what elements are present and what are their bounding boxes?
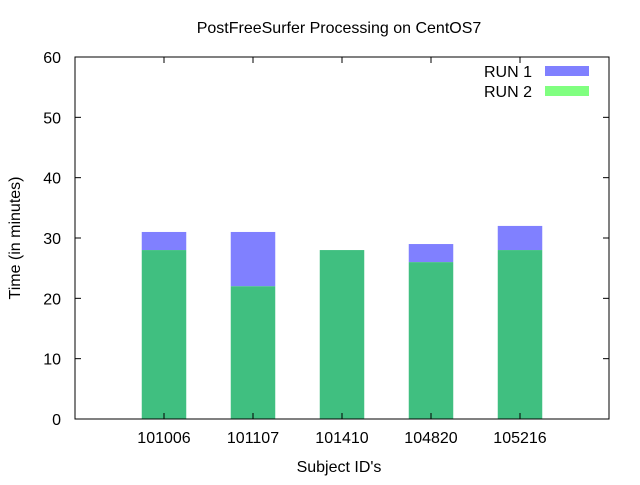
bar-run1-104820	[408, 244, 454, 263]
x-tick-label-101107: 101107	[227, 430, 279, 447]
axis-layer: 101006 101107 101410 104820 105216 0 10 20 30 40 5…	[43, 50, 609, 447]
y-tick-label-0: 0	[52, 412, 61, 429]
legend-swatch-2	[545, 86, 589, 96]
bar-run1-101107	[230, 231, 276, 287]
y-tick-label-40: 40	[43, 171, 61, 188]
y-tick-label-50: 50	[43, 110, 61, 127]
y-tick-label-30: 30	[43, 231, 61, 248]
bar-overlap-105216	[497, 250, 543, 419]
bar-run1-101006	[141, 231, 187, 251]
y-tick-label-20: 20	[43, 291, 61, 308]
legend-label-1: RUN 1	[484, 64, 532, 81]
legend: RUN 1 RUN 2	[484, 64, 589, 101]
bar-run1-105216	[497, 225, 543, 251]
legend-label-2: RUN 2	[484, 84, 532, 101]
x-axis-label: Subject ID's	[297, 459, 382, 476]
chart-title: PostFreeSurfer Processing on CentOS7	[197, 20, 482, 37]
bar-overlap-101107	[230, 286, 276, 419]
bar-overlap-101410	[319, 250, 365, 419]
x-tick-label-105216: 105216	[493, 430, 546, 447]
x-tick-label-104820: 104820	[404, 430, 457, 447]
x-tick-label-101006: 101006	[137, 430, 190, 447]
y-tick-label-10: 10	[43, 352, 61, 369]
legend-swatch-1	[545, 66, 589, 76]
bar-overlap-104820	[408, 262, 454, 419]
bar-overlap-101006	[141, 250, 187, 419]
bars-layer	[141, 225, 543, 419]
y-tick-label-60: 60	[43, 50, 61, 67]
x-tick-label-101410: 101410	[315, 430, 368, 447]
y-axis-label: Time (in minutes)	[7, 177, 24, 300]
